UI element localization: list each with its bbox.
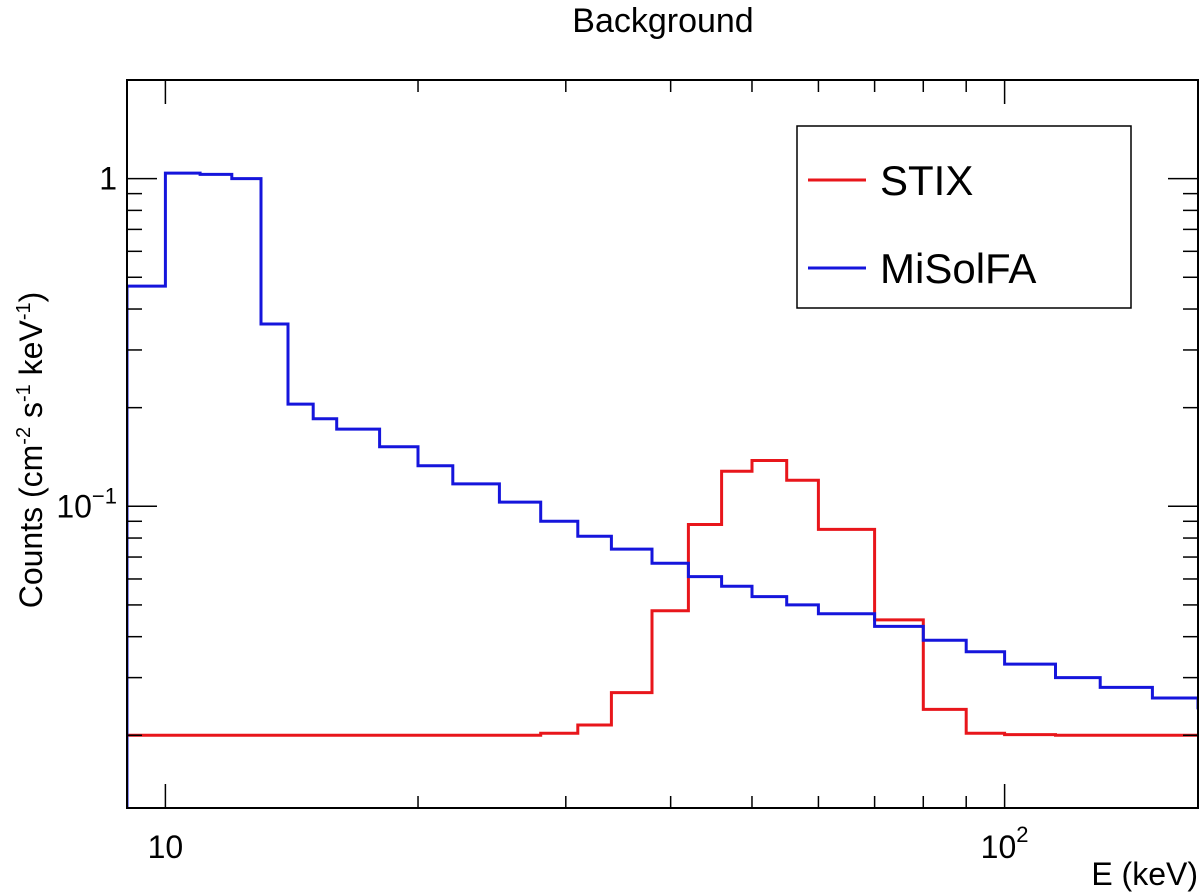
series-line-stix	[127, 459, 1198, 808]
plot-frame	[126, 79, 1199, 809]
legend: STIX MiSolFA	[796, 125, 1132, 309]
y-axis-label-exp2: -1	[13, 384, 35, 402]
x-tick-label: 102	[981, 822, 1029, 865]
y-axis-label-part3: keV	[13, 320, 49, 385]
y-axis-label-end: )	[13, 292, 49, 303]
y-axis-label-part2: s	[13, 402, 49, 427]
legend-label-misolfa: MiSolFA	[880, 245, 1036, 292]
y-tick-label: 1	[99, 161, 117, 197]
y-axis-label-exp3: -1	[13, 302, 35, 320]
series-layer	[127, 171, 1198, 808]
chart-title: Background	[572, 2, 753, 40]
legend-box	[796, 125, 1132, 309]
ticks-layer	[127, 80, 1198, 808]
legend-label-stix: STIX	[880, 157, 973, 204]
y-axis-label: Counts (cm-2 s-1 keV-1)	[13, 292, 49, 609]
y-axis-label-main: Counts (cm	[13, 445, 49, 609]
x-axis-label: E (keV)	[1091, 856, 1198, 892]
y-tick-label: 10−1	[56, 483, 117, 524]
series-line-misolfa	[127, 171, 1198, 808]
tick-labels-layer: 10 102 1 10−1	[56, 161, 1028, 865]
x-tick-label: 10	[148, 829, 184, 865]
y-axis-label-exp1: -2	[13, 427, 35, 445]
